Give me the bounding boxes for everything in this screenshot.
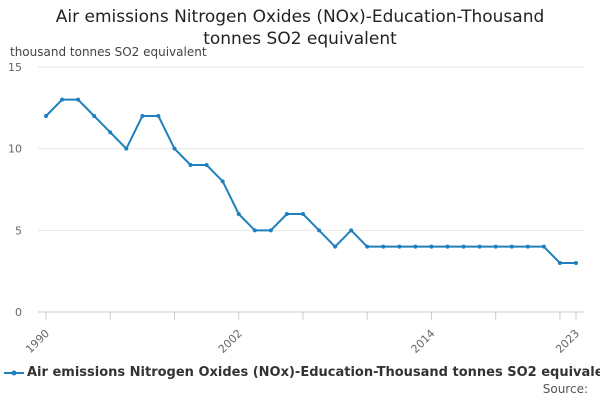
source-label: Source: bbox=[542, 382, 588, 396]
y-axis-label: thousand tonnes SO2 equivalent bbox=[10, 45, 207, 59]
x-axis bbox=[38, 311, 584, 320]
data-point bbox=[349, 228, 354, 233]
data-point bbox=[156, 114, 161, 118]
y-axis-ticks: 0 5 10 15 bbox=[8, 61, 22, 319]
data-point bbox=[172, 146, 177, 151]
data-point bbox=[252, 228, 257, 233]
data-point bbox=[541, 244, 546, 249]
data-point bbox=[381, 244, 386, 249]
data-point bbox=[140, 114, 145, 118]
legend-swatch bbox=[4, 370, 24, 375]
data-point bbox=[477, 244, 482, 249]
data-point bbox=[557, 261, 562, 265]
data-point bbox=[44, 114, 48, 118]
y-tick-label: 15 bbox=[8, 61, 22, 74]
chart-title: Air emissions Nitrogen Oxides (NOx)-Educ… bbox=[0, 6, 600, 50]
data-point bbox=[268, 228, 273, 233]
data-point bbox=[188, 163, 193, 167]
data-point bbox=[493, 244, 498, 249]
data-point bbox=[284, 212, 289, 216]
chart-title-line-2: tonnes SO2 equivalent bbox=[203, 29, 397, 49]
data-point bbox=[413, 244, 418, 249]
data-point bbox=[124, 146, 129, 151]
data-point bbox=[509, 244, 514, 249]
data-point bbox=[92, 114, 97, 118]
data-point bbox=[300, 212, 305, 216]
data-point bbox=[108, 130, 113, 135]
series-line bbox=[45, 98, 576, 264]
series-layer bbox=[44, 97, 578, 265]
legend[interactable]: Air emissions Nitrogen Oxides (NOx)-Educ… bbox=[4, 365, 600, 380]
data-point bbox=[236, 212, 241, 216]
x-tick-label: 1990 bbox=[23, 327, 52, 356]
data-point bbox=[220, 179, 225, 184]
y-tick-label: 10 bbox=[8, 143, 22, 156]
y-tick-label: 0 bbox=[15, 306, 22, 319]
data-point bbox=[204, 163, 209, 167]
data-point bbox=[445, 244, 450, 249]
data-point bbox=[76, 97, 81, 102]
data-point bbox=[60, 97, 65, 102]
data-point bbox=[461, 244, 466, 249]
data-point bbox=[365, 244, 370, 249]
data-point bbox=[429, 244, 434, 249]
data-point bbox=[574, 261, 578, 265]
gridlines bbox=[38, 66, 584, 231]
data-point bbox=[397, 244, 402, 249]
x-axis-ticks: 1990 2002 2014 2023 bbox=[23, 327, 582, 356]
data-point bbox=[333, 244, 338, 249]
data-point bbox=[317, 228, 322, 233]
y-tick-label: 5 bbox=[15, 224, 22, 237]
chart-title-line-1: Air emissions Nitrogen Oxides (NOx)-Educ… bbox=[55, 7, 545, 27]
x-tick-label: 2002 bbox=[216, 327, 245, 356]
x-tick-label: 2014 bbox=[409, 327, 438, 356]
legend-label: Air emissions Nitrogen Oxides (NOx)-Educ… bbox=[27, 365, 600, 380]
x-tick-label: 2023 bbox=[553, 327, 582, 356]
data-point bbox=[525, 244, 530, 249]
